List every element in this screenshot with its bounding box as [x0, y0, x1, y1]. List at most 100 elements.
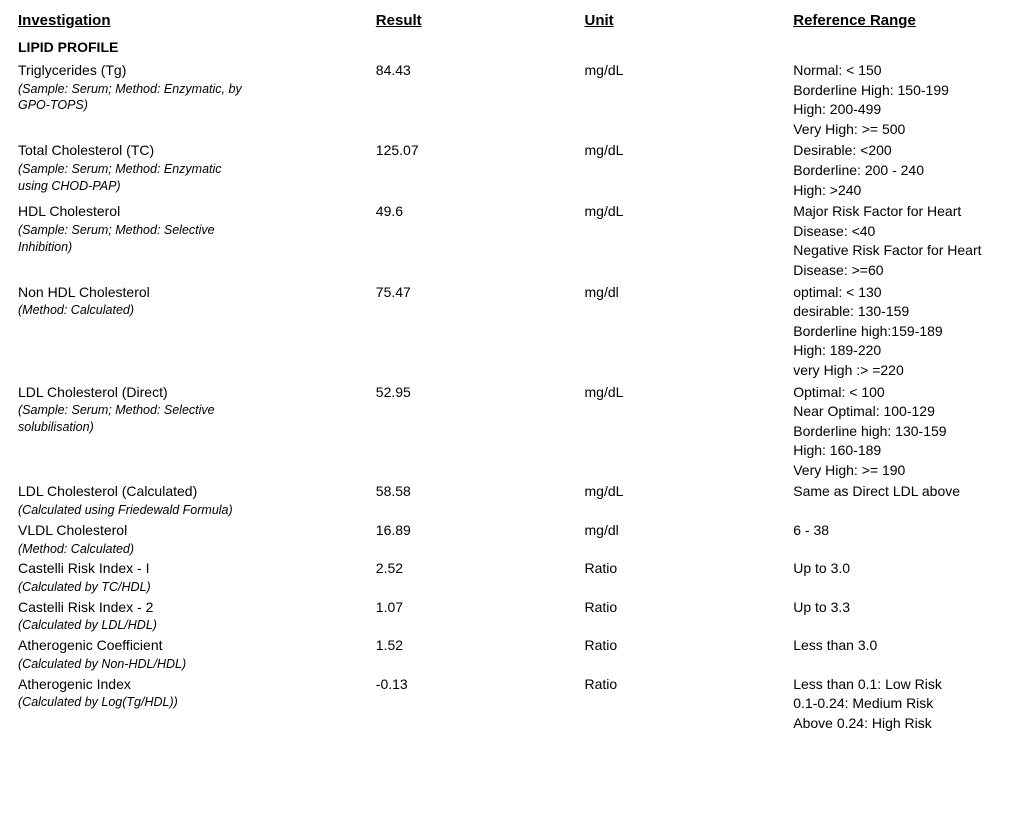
reference-line: Desirable: <200	[793, 141, 992, 161]
reference-line: 6 - 38	[793, 521, 992, 541]
reference-cell: 6 - 38	[793, 521, 992, 541]
reference-line: Less than 3.0	[793, 636, 992, 656]
reference-line: Negative Risk Factor for Heart Disease: …	[793, 241, 992, 280]
reference-cell: Less than 0.1: Low Risk0.1-0.24: Medium …	[793, 675, 992, 734]
investigation-name: Atherogenic Index	[18, 675, 376, 695]
reference-line: High: >240	[793, 181, 992, 201]
investigation-note: (Calculated by LDL/HDL)	[18, 617, 248, 634]
reference-line: Above 0.24: High Risk	[793, 714, 992, 734]
investigation-name: Castelli Risk Index - I	[18, 559, 376, 579]
investigation-cell: Castelli Risk Index - 2(Calculated by LD…	[18, 598, 376, 634]
investigation-cell: LDL Cholesterol (Calculated)(Calculated …	[18, 482, 376, 518]
investigation-note: (Method: Calculated)	[18, 541, 248, 558]
header-unit: Unit	[585, 12, 794, 29]
investigation-name: LDL Cholesterol (Direct)	[18, 383, 376, 403]
result-cell: 49.6	[376, 202, 585, 222]
investigation-cell: VLDL Cholesterol(Method: Calculated)	[18, 521, 376, 557]
investigation-name: Atherogenic Coefficient	[18, 636, 376, 656]
reference-cell: Major Risk Factor for Heart Disease: <40…	[793, 202, 992, 280]
result-cell: 1.07	[376, 598, 585, 618]
reference-cell: Desirable: <200Borderline: 200 - 240High…	[793, 141, 992, 200]
table-row: VLDL Cholesterol(Method: Calculated)16.8…	[18, 521, 992, 557]
reference-line: Normal: < 150	[793, 61, 992, 81]
reference-cell: Less than 3.0	[793, 636, 992, 656]
reference-line: 0.1-0.24: Medium Risk	[793, 694, 992, 714]
investigation-name: Total Cholesterol (TC)	[18, 141, 376, 161]
result-cell: 16.89	[376, 521, 585, 541]
reference-line: Less than 0.1: Low Risk	[793, 675, 992, 695]
investigation-name: LDL Cholesterol (Calculated)	[18, 482, 376, 502]
unit-cell: Ratio	[585, 675, 794, 695]
investigation-note: (Calculated using Friedewald Formula)	[18, 502, 248, 519]
result-cell: 2.52	[376, 559, 585, 579]
reference-line: Same as Direct LDL above	[793, 482, 992, 502]
reference-line: Borderline: 200 - 240	[793, 161, 992, 181]
investigation-cell: Atherogenic Coefficient(Calculated by No…	[18, 636, 376, 672]
header-reference-range: Reference Range	[793, 12, 992, 29]
reference-cell: Optimal: < 100Near Optimal: 100-129Borde…	[793, 383, 992, 481]
reference-cell: Normal: < 150Borderline High: 150-199Hig…	[793, 61, 992, 139]
investigation-cell: Castelli Risk Index - I(Calculated by TC…	[18, 559, 376, 595]
unit-cell: mg/dL	[585, 383, 794, 403]
investigation-name: VLDL Cholesterol	[18, 521, 376, 541]
table-row: Atherogenic Coefficient(Calculated by No…	[18, 636, 992, 672]
investigation-note: (Calculated by Non-HDL/HDL)	[18, 656, 248, 673]
unit-cell: mg/dL	[585, 482, 794, 502]
investigation-cell: Atherogenic Index(Calculated by Log(Tg/H…	[18, 675, 376, 711]
result-cell: 52.95	[376, 383, 585, 403]
investigation-cell: HDL Cholesterol(Sample: Serum; Method: S…	[18, 202, 376, 255]
result-cell: 125.07	[376, 141, 585, 161]
reference-line: Borderline high: 130-159	[793, 422, 992, 442]
reference-line: High: 189-220	[793, 341, 992, 361]
unit-cell: mg/dL	[585, 141, 794, 161]
table-row: Atherogenic Index(Calculated by Log(Tg/H…	[18, 675, 992, 734]
result-cell: 58.58	[376, 482, 585, 502]
table-row: Castelli Risk Index - 2(Calculated by LD…	[18, 598, 992, 634]
reference-line: Optimal: < 100	[793, 383, 992, 403]
investigation-name: HDL Cholesterol	[18, 202, 376, 222]
reference-line: Major Risk Factor for Heart Disease: <40	[793, 202, 992, 241]
table-row: Castelli Risk Index - I(Calculated by TC…	[18, 559, 992, 595]
unit-cell: Ratio	[585, 598, 794, 618]
header-result: Result	[376, 12, 585, 29]
investigation-cell: Triglycerides (Tg)(Sample: Serum; Method…	[18, 61, 376, 114]
investigation-name: Non HDL Cholesterol	[18, 283, 376, 303]
reference-cell: Up to 3.3	[793, 598, 992, 618]
table-row: Non HDL Cholesterol(Method: Calculated)7…	[18, 283, 992, 381]
reference-line: Very High: >= 190	[793, 461, 992, 481]
unit-cell: Ratio	[585, 559, 794, 579]
investigation-cell: LDL Cholesterol (Direct)(Sample: Serum; …	[18, 383, 376, 436]
table-row: LDL Cholesterol (Direct)(Sample: Serum; …	[18, 383, 992, 481]
investigation-name: Triglycerides (Tg)	[18, 61, 376, 81]
unit-cell: mg/dl	[585, 521, 794, 541]
reference-line: optimal: < 130	[793, 283, 992, 303]
result-cell: 84.43	[376, 61, 585, 81]
reference-line: Up to 3.0	[793, 559, 992, 579]
reference-line: Near Optimal: 100-129	[793, 402, 992, 422]
section-title: LIPID PROFILE	[18, 39, 992, 55]
reference-line: Up to 3.3	[793, 598, 992, 618]
unit-cell: mg/dl	[585, 283, 794, 303]
reference-cell: optimal: < 130desirable: 130-159Borderli…	[793, 283, 992, 381]
table-row: Total Cholesterol (TC)(Sample: Serum; Me…	[18, 141, 992, 200]
reference-line: High: 160-189	[793, 441, 992, 461]
reference-cell: Same as Direct LDL above	[793, 482, 992, 502]
reference-line: desirable: 130-159	[793, 302, 992, 322]
table-row: HDL Cholesterol(Sample: Serum; Method: S…	[18, 202, 992, 280]
reference-line: High: 200-499	[793, 100, 992, 120]
result-cell: 1.52	[376, 636, 585, 656]
reference-line: Borderline high:159-189	[793, 322, 992, 342]
investigation-note: (Sample: Serum; Method: Enzymatic using …	[18, 161, 248, 195]
reference-line: Very High: >= 500	[793, 120, 992, 140]
header-investigation: Investigation	[18, 12, 376, 29]
reference-line: Borderline High: 150-199	[793, 81, 992, 101]
investigation-note: (Calculated by Log(Tg/HDL))	[18, 694, 248, 711]
result-cell: -0.13	[376, 675, 585, 695]
investigation-cell: Non HDL Cholesterol(Method: Calculated)	[18, 283, 376, 319]
table-row: Triglycerides (Tg)(Sample: Serum; Method…	[18, 61, 992, 139]
reference-cell: Up to 3.0	[793, 559, 992, 579]
table-header-row: Investigation Result Unit Reference Rang…	[18, 12, 992, 29]
investigation-note: (Method: Calculated)	[18, 302, 248, 319]
unit-cell: mg/dL	[585, 202, 794, 222]
investigation-note: (Calculated by TC/HDL)	[18, 579, 248, 596]
